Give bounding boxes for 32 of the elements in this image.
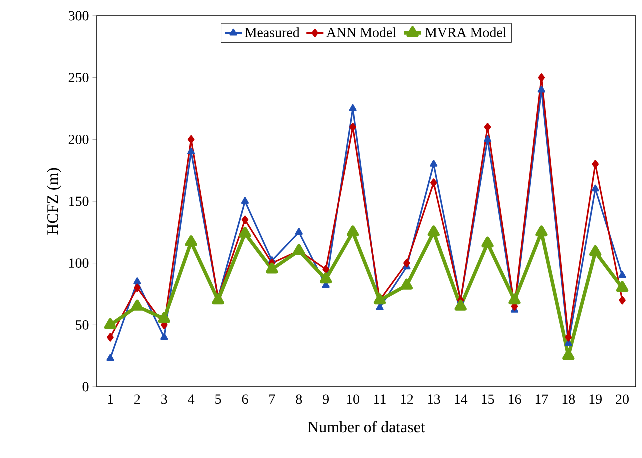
x-tick-label: 9 <box>323 394 329 404</box>
y-axis-title: HCFZ (m) <box>47 168 62 235</box>
legend-label: MVRA Model <box>425 28 506 38</box>
x-tick-label: 6 <box>242 394 248 404</box>
legend-label: Measured <box>245 28 300 38</box>
y-tick-label: 0 <box>82 382 89 392</box>
x-tick-label: 4 <box>188 394 195 404</box>
x-tick-label: 11 <box>374 394 386 404</box>
x-tick-label: 16 <box>508 394 522 404</box>
x-tick-label: 13 <box>428 394 440 404</box>
legend-label: ANN Model <box>326 28 396 38</box>
x-tick-label: 19 <box>590 394 602 404</box>
x-tick-label: 5 <box>216 394 222 404</box>
x-tick-label: 20 <box>616 394 629 404</box>
x-tick-label: 12 <box>401 394 414 404</box>
x-tick-label: 3 <box>162 394 168 404</box>
x-tick-label: 10 <box>347 394 360 404</box>
x-tick-label: 7 <box>270 394 276 404</box>
x-tick-label: 1 <box>108 394 114 404</box>
y-tick-label: 150 <box>70 196 89 206</box>
x-axis-title: Number of dataset <box>308 421 426 433</box>
x-tick-label: 2 <box>134 394 140 404</box>
y-tick-label: 250 <box>68 73 89 83</box>
y-tick-label: 200 <box>68 134 89 144</box>
y-tick-label: 300 <box>68 11 89 21</box>
x-tick-label: 8 <box>296 394 302 404</box>
x-tick-label: 17 <box>536 394 548 404</box>
y-tick-label: 50 <box>76 320 89 330</box>
x-tick-label: 18 <box>562 394 576 404</box>
y-tick-label: 100 <box>70 258 89 268</box>
x-tick-label: 14 <box>455 394 468 404</box>
x-tick-label: 15 <box>482 394 494 404</box>
